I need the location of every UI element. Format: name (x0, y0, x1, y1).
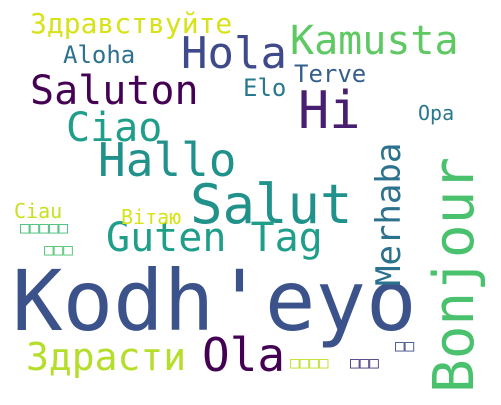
word-ciao: Ciao (66, 105, 163, 151)
word-glyph-d: □□□ (350, 353, 379, 372)
word-saluton: Saluton (30, 68, 199, 114)
word-salut: Salut (190, 173, 353, 236)
word-hola: Hola (181, 28, 287, 79)
word-hi: Hi (298, 81, 361, 141)
word-glyph-c: □□□□ (290, 353, 329, 372)
word-opa: Opa (418, 101, 455, 125)
word-bonjour: Bonjour (422, 156, 487, 393)
word-zdrasti: Здрасти (26, 335, 187, 379)
word-kodheyo: Kodh'eyo (12, 252, 417, 350)
word-terve: Terve (294, 60, 367, 88)
word-vitayu: Вітаю (121, 205, 182, 229)
word-elo: Elo (243, 74, 287, 102)
word-ola: Ola (202, 328, 286, 382)
word-glyph-b: □□□ (44, 240, 73, 259)
word-glyph-e: □□ (395, 336, 415, 355)
word-glyph-a: □□□□□ (20, 218, 69, 237)
word-merhaba: Merhaba (369, 142, 409, 286)
word-hallo: Hallo (98, 133, 237, 187)
word-guten-tag: Guten Tag (106, 215, 323, 261)
word-kamusta: Kamusta (290, 18, 459, 64)
word-ciau: Ciau (14, 199, 63, 223)
word-aloha: Aloha (63, 41, 136, 69)
word-zdravstvuyte: Здравствуйте (30, 7, 233, 40)
